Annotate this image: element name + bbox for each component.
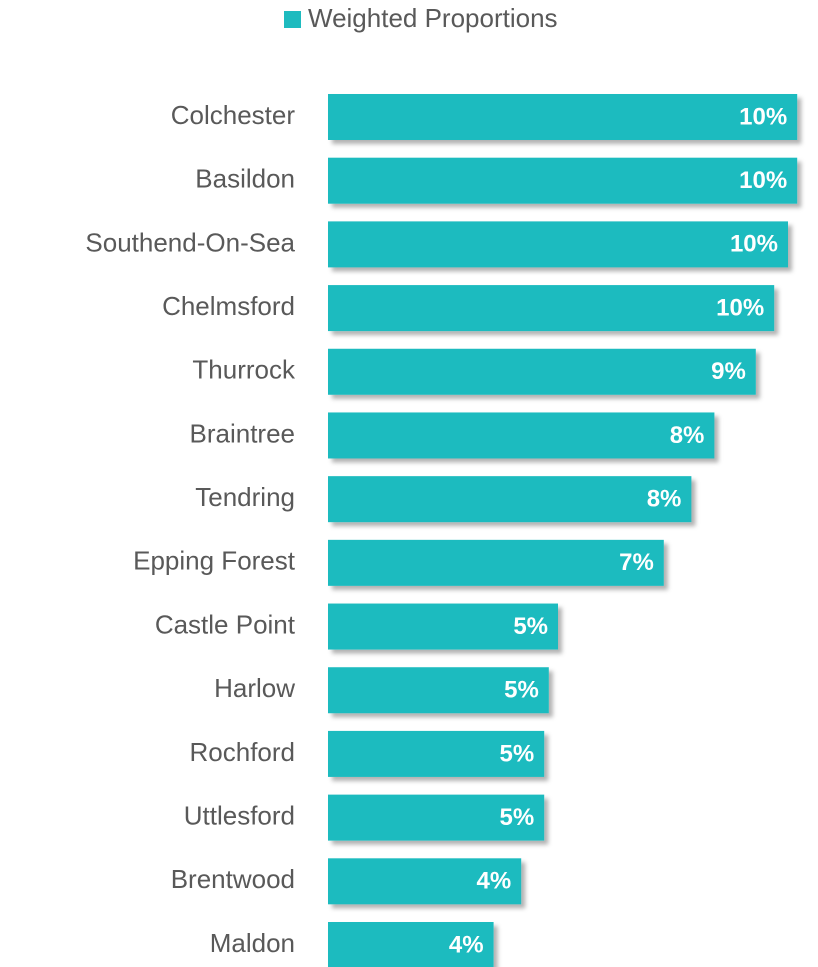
bar [328,603,558,650]
category-label: Rochford [190,737,296,767]
category-label: Chelmsford [162,291,295,321]
category-label: Maldon [210,928,295,958]
category-label: Tendring [195,482,295,512]
bar [328,922,494,967]
bar [328,412,715,459]
legend-swatch [284,11,301,28]
value-label: 7% [619,549,654,576]
value-label: 10% [739,167,787,194]
category-label: Uttlesford [184,800,295,830]
category-label: Colchester [171,100,296,130]
bar [328,858,522,905]
category-label: Southend-On-Sea [85,227,295,257]
bar [328,476,692,523]
bar [328,221,788,268]
bar [328,794,545,841]
value-label: 8% [670,422,705,449]
bar [328,730,545,777]
bar [328,285,775,332]
value-label: 9% [711,358,746,385]
category-label: Brentwood [171,864,295,894]
bar [328,348,756,395]
category-label: Harlow [214,673,295,703]
category-label: Thurrock [192,355,296,385]
bar [328,157,798,204]
category-label: Castle Point [155,609,296,639]
value-label: 10% [716,294,764,321]
value-label: 10% [730,231,778,258]
value-label: 5% [504,677,539,704]
value-label: 4% [449,931,484,958]
value-label: 5% [500,804,535,831]
bar [328,94,798,140]
legend-label: Weighted Proportions [308,3,558,33]
category-label: Epping Forest [133,546,296,576]
category-label: Basildon [195,164,295,194]
value-label: 4% [477,868,512,895]
category-label: Braintree [190,418,296,448]
bar [328,539,664,586]
bar [328,667,549,714]
value-label: 10% [739,103,787,130]
value-label: 8% [647,485,682,512]
value-label: 5% [500,740,535,767]
value-label: 5% [513,613,548,640]
